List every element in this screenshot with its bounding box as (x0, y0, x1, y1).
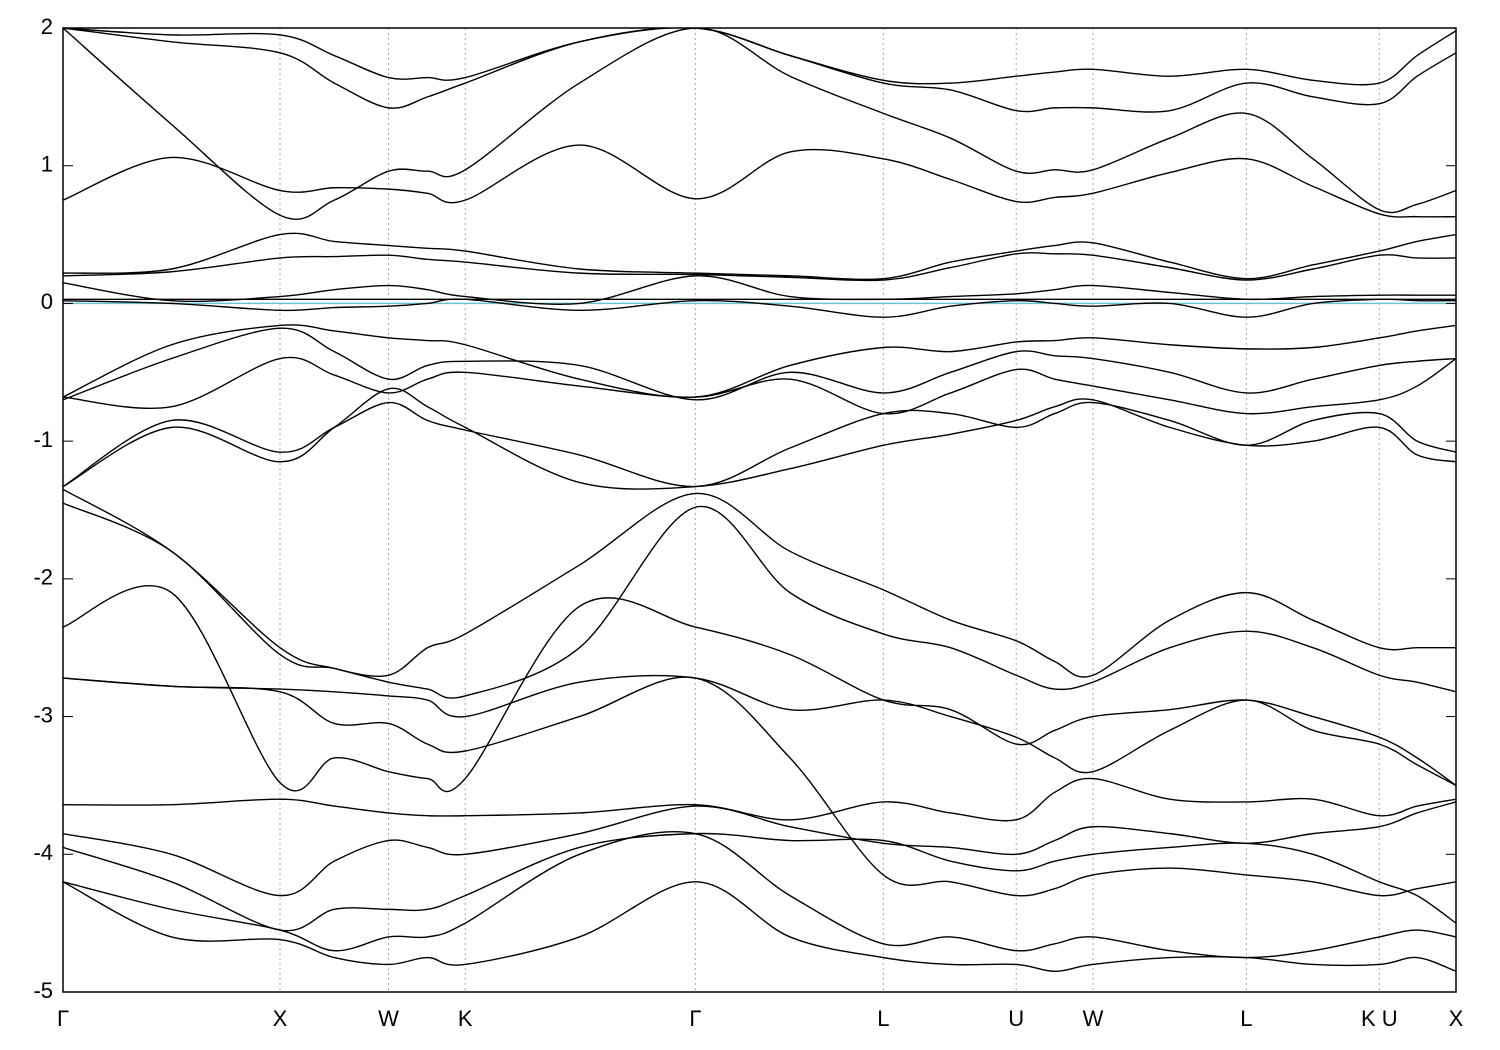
grid-layer (62, 28, 1457, 992)
bands-layer (63, 28, 1456, 973)
y-tick-label: -5 (33, 978, 53, 1003)
band-line (63, 401, 1456, 488)
band-line (63, 28, 1456, 86)
x-tick-label: K (458, 1006, 473, 1031)
x-tick-label: L (1240, 1006, 1252, 1031)
band-line (63, 674, 1456, 787)
x-tick-label: Γ (57, 1006, 69, 1031)
band-line (63, 387, 1456, 490)
band-line (63, 327, 1456, 401)
x-tick-label: W (1083, 1006, 1104, 1031)
band-line (63, 324, 1456, 399)
x-tick-label: X (1449, 1006, 1464, 1031)
y-tick-label: -1 (33, 427, 53, 452)
band-line (63, 831, 1456, 959)
x-tick-label: L (877, 1006, 889, 1031)
band-line (63, 881, 1456, 973)
band-line (63, 356, 1456, 415)
band-line (63, 777, 1456, 822)
band-line (63, 502, 1456, 699)
band-line (63, 298, 1456, 318)
x-tick-label: Γ (689, 1006, 701, 1031)
band-line (63, 232, 1456, 281)
band-line (63, 252, 1456, 282)
x-tick-label: U (1008, 1006, 1024, 1031)
y-tick-label: -2 (33, 565, 53, 590)
y-tick-label: -3 (33, 702, 53, 727)
x-tick-label: X (273, 1006, 288, 1031)
band-line (63, 832, 1456, 932)
band-line (63, 676, 1456, 897)
y-tick-label: 2 (41, 14, 53, 39)
y-tick-label: 0 (41, 289, 53, 314)
y-tick-label: -4 (33, 840, 53, 865)
x-tick-label: K U (1361, 1006, 1398, 1031)
x-tick-label: W (378, 1006, 399, 1031)
band-line (63, 28, 1456, 113)
band-line (63, 28, 1456, 221)
band-line (63, 144, 1456, 218)
plot-frame (62, 27, 1457, 993)
y-tick-label: 1 (41, 152, 53, 177)
band-line (63, 801, 1456, 897)
